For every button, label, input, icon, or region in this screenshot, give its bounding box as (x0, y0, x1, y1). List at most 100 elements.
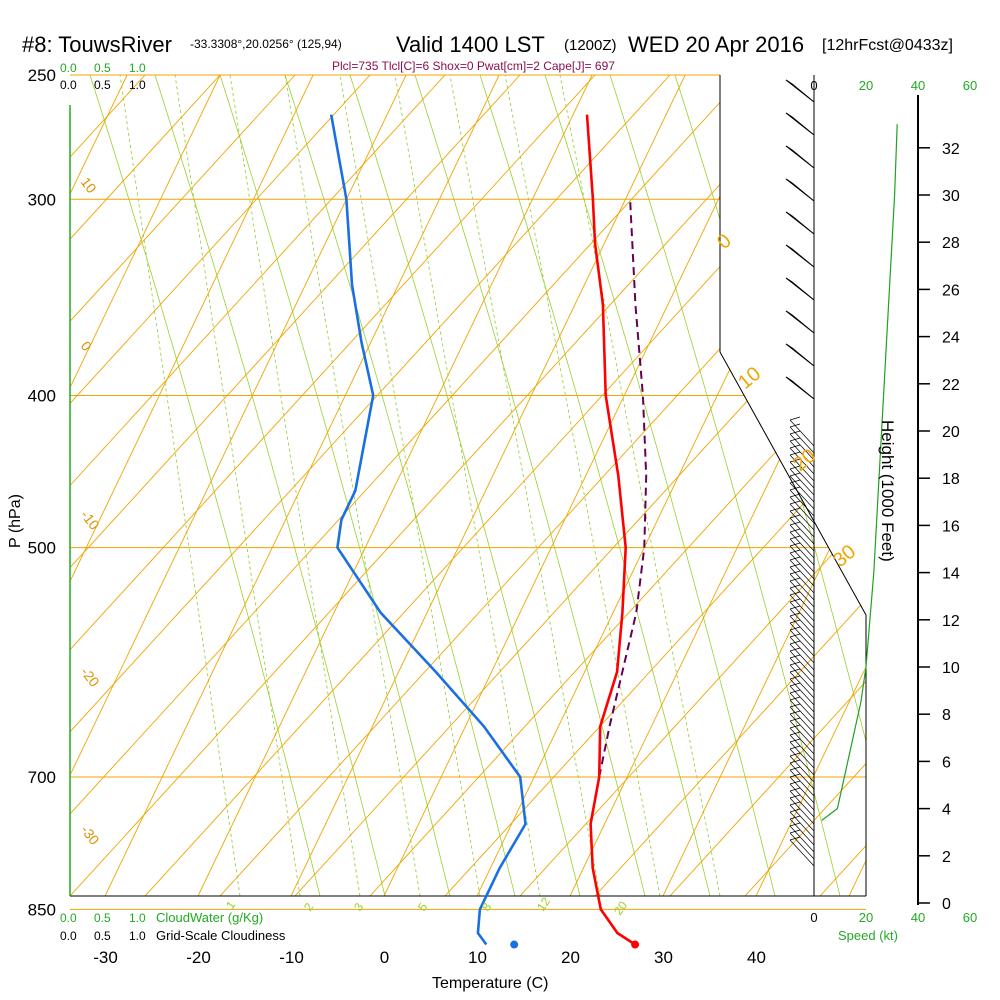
temperature-tick-label: -30 (93, 948, 118, 967)
height-tick-label: 20 (942, 424, 960, 441)
wind-barb (789, 584, 815, 615)
bottom-cloudiness-scale: 1.0 (129, 929, 146, 943)
wind-barb (785, 343, 815, 367)
wind-barb (789, 661, 815, 692)
wind-barb (789, 486, 815, 517)
wind-barb (789, 780, 815, 811)
wind-barb (789, 794, 815, 825)
isotherm-label: -20 (78, 664, 103, 690)
moist-adiabat-line (479, 75, 711, 896)
wind-barb (789, 822, 815, 853)
wind-barb (789, 472, 815, 503)
bottom-cloudiness-scale: 0.5 (94, 929, 111, 943)
dry-adiabat-line (70, 75, 296, 896)
mixing-ratio-line (559, 75, 721, 896)
isotherm-line (789, 75, 866, 896)
wind-barb (789, 815, 815, 846)
moist-adiabat-line (349, 75, 581, 896)
isotherm-line (70, 75, 221, 896)
moist-adiabat-line (544, 75, 776, 896)
wind-barb (789, 591, 815, 622)
pressure-ticks: 2503004005007008501000 (28, 66, 56, 919)
dry-adiabat-label: 30 (829, 541, 860, 572)
isotherm-label: 10 (78, 174, 100, 196)
mixing-ratio-line (339, 75, 481, 896)
height-tick-label: 12 (942, 613, 960, 630)
wind-barb (789, 577, 815, 608)
top-cloudiness-scale: 0.5 (94, 78, 111, 92)
mixing-ratio-label: 3 (351, 900, 366, 914)
temperature-tick-label: 10 (468, 948, 487, 967)
wind-barb (789, 759, 815, 790)
height-axis-label: Height (1000 Feet) (878, 420, 897, 562)
mixing-ratio-label: 5 (415, 900, 430, 914)
mixing-ratio-line (119, 75, 241, 896)
wind-barb (789, 563, 815, 594)
wind-barb (789, 745, 815, 776)
speed-tick-top: 40 (911, 78, 925, 93)
temperature-tick-label: -10 (279, 948, 304, 967)
moist-adiabat-line (739, 75, 866, 896)
wind-barb (789, 612, 815, 643)
wind-barb (789, 696, 815, 727)
height-tick-label: 14 (942, 566, 960, 583)
dry-adiabat-line (819, 75, 866, 896)
wind-barb (785, 244, 815, 268)
speed-tick-bottom: 60 (963, 910, 977, 925)
wind-barb (785, 79, 815, 103)
dry-adiabat-line (70, 75, 521, 896)
speed-tick-bottom: 40 (911, 910, 925, 925)
height-tick-label: 6 (942, 754, 951, 771)
dry-adiabat-line (369, 75, 866, 896)
wind-barb (789, 668, 815, 699)
wind-barbs (785, 79, 815, 867)
plot-boundary (719, 75, 867, 896)
surface-dewpoint-dot (510, 940, 519, 949)
dry-adiabat-line (669, 75, 866, 896)
isotherm-label: -10 (78, 507, 103, 533)
speed-tick-bottom: 20 (859, 910, 873, 925)
pressure-tick-label: 700 (28, 768, 56, 787)
wind-barb (789, 619, 815, 650)
height-tick-label: 22 (942, 377, 960, 394)
cloudiness-label: Grid-Scale Cloudiness (156, 928, 286, 943)
wind-speed-layer (821, 124, 898, 821)
dry-adiabat-label: 0 (713, 230, 736, 254)
bottom-cloudwater-scale: 1.0 (129, 911, 146, 925)
dry-adiabat-line (70, 75, 821, 896)
pressure-tick-label: 300 (28, 190, 56, 209)
wind-barb (789, 479, 815, 510)
wind-barb (789, 829, 815, 860)
top-cloudwater-scale: 1.0 (129, 61, 146, 75)
wind-barb (789, 605, 815, 636)
wind-barb (789, 507, 815, 538)
wind-barb (789, 626, 815, 657)
isotherm-line (70, 75, 407, 896)
wind-barb (789, 689, 815, 720)
mixing-ratio-label: 8 (479, 900, 494, 914)
isobar-lines (70, 74, 866, 910)
height-tick-label: 8 (942, 707, 951, 724)
pressure-tick-label: 500 (28, 539, 56, 558)
wind-barb (789, 514, 815, 545)
wind-barb (789, 451, 815, 482)
wind-barb (785, 211, 815, 235)
wind-barb (789, 458, 815, 489)
top-cloudiness-scale: 0.0 (60, 78, 77, 92)
wind-barb (789, 731, 815, 762)
mixing-ratio-line (284, 75, 421, 896)
wind-barb (789, 808, 815, 839)
parcel-path-line (598, 199, 648, 778)
moist-adiabat-line (674, 75, 866, 896)
wind-barb (785, 145, 815, 169)
speed-tick-top: 20 (859, 78, 873, 93)
mixing-ratio-line (504, 75, 661, 896)
moist-adiabat-line (219, 75, 451, 896)
wind-barb (785, 310, 815, 334)
isotherm-label: 0 (78, 338, 96, 354)
wind-barb (789, 444, 815, 475)
dewpoint-line (329, 114, 527, 946)
sounding-indices: Plcl=735 Tlcl[C]=6 Shox=0 Pwat[cm]=2 Cap… (332, 59, 615, 73)
